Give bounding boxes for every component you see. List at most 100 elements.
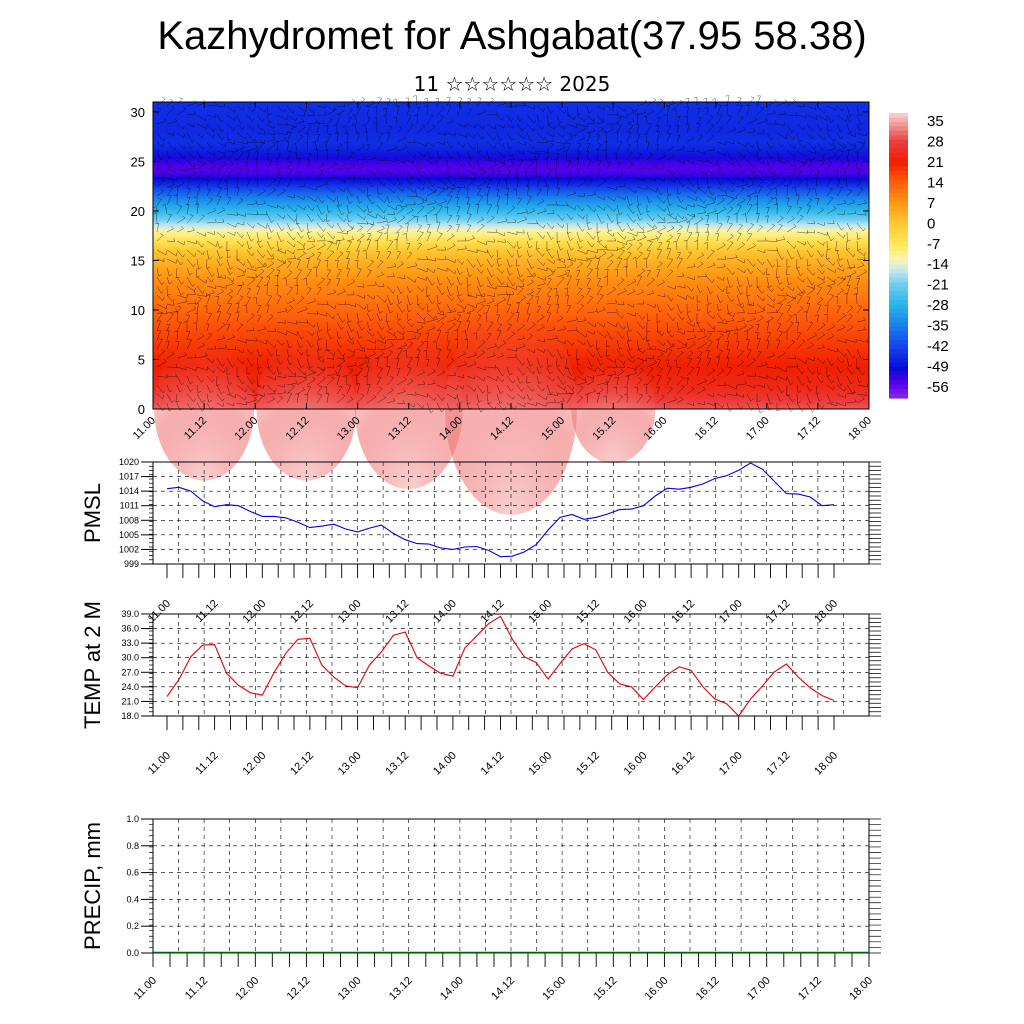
panel-frame: [152, 613, 870, 717]
colorbar-band: [889, 273, 908, 279]
colorbar-band: [889, 335, 908, 341]
y-tick-label: 10: [131, 303, 145, 318]
y-tick-label: 20: [131, 204, 145, 219]
x-tick-label: 13.00: [336, 598, 364, 626]
colorbar-band: [889, 130, 908, 136]
colorbar-band: [889, 113, 908, 119]
x-tick-label: 15.00: [540, 975, 568, 1003]
colorbar-band: [889, 117, 908, 123]
x-ticks: [166, 564, 835, 578]
colorbar-band: [889, 148, 908, 154]
colorbar-band: [889, 380, 908, 386]
y-tick-label: 21.0: [121, 696, 139, 706]
colorbar-label: -28: [927, 297, 949, 314]
y-tick-label: 1011: [120, 501, 139, 511]
wind-barbs: [152, 95, 868, 414]
colorbar-band: [889, 246, 908, 252]
x-tick-label: 12.00: [233, 975, 261, 1003]
x-tick-label: 14.00: [431, 598, 459, 626]
colorbar-band: [889, 188, 908, 194]
colorbar-band: [889, 135, 908, 141]
y-tick-label: 1002: [119, 544, 139, 554]
x-tick-label: 13.12: [387, 975, 415, 1003]
colorbar-band: [889, 393, 908, 399]
x-tick-label: 12.12: [288, 750, 316, 778]
y-tick-label: 33.0: [121, 638, 139, 648]
x-tick-label: 13.12: [383, 598, 411, 626]
series-line: [166, 462, 835, 558]
colorbar-label: 35: [927, 113, 944, 130]
colorbar-band: [889, 170, 908, 176]
colorbar-band: [889, 184, 908, 190]
x-tick-label: 14.12: [489, 975, 517, 1003]
panel-frame: [152, 461, 870, 565]
colorbar-label: -56: [927, 379, 949, 396]
y-tick-label: 39.0: [121, 609, 139, 619]
grid-lines: [153, 614, 869, 716]
colorbar-band: [889, 255, 908, 261]
colorbar-label: 7: [927, 195, 935, 212]
x-tick-label: 17.12: [795, 415, 823, 443]
x-tick-label: 12.12: [288, 598, 316, 626]
colorbar-band: [889, 366, 908, 372]
colorbar-band: [889, 166, 908, 172]
colorbar-label: 0: [927, 215, 935, 232]
colorbar-band: [889, 291, 908, 297]
x-tick-label: 14.12: [479, 750, 507, 778]
y-tick-label: 27.0: [121, 667, 139, 677]
colorbar-label: -7: [927, 236, 940, 253]
x-tick-label: 18.00: [812, 750, 840, 778]
colorbar-band: [889, 237, 908, 243]
x-tick-label: 13.12: [383, 750, 411, 778]
x-tick-label: 17.00: [717, 598, 745, 626]
y-tick-label: 0.4: [126, 894, 139, 904]
x-tick-label: 12.00: [240, 598, 268, 626]
colorbar-band: [889, 202, 908, 208]
colorbar-band: [889, 193, 908, 199]
y-axis-title: TEMP at 2 M: [80, 601, 105, 729]
colorbar-band: [889, 233, 908, 239]
x-tick-label: 11.00: [146, 750, 173, 777]
x-tick-label: 16.00: [622, 598, 650, 626]
colorbar-band: [889, 282, 908, 288]
x-ticks: [166, 716, 835, 730]
x-tick-label: 15.12: [574, 598, 602, 626]
colorbar-band: [889, 224, 908, 230]
temperature-colorbar: 35 28 21 14 7 0 -7 -14 -21 -28 -35 -42 -49 -56: [889, 113, 949, 399]
precip-chart: 1.0 0.8 0.6 0.4 0.2 0.0 11.00 11.12 12.00 12.12 13…: [80, 814, 881, 1003]
y-axis-title: PMSL: [80, 483, 105, 543]
colorbar-band: [889, 228, 908, 234]
page-title: Kazhydromet for Ashgabat(37.95 58.38): [157, 14, 867, 58]
colorbar-band: [889, 349, 908, 355]
colorbar-band: [889, 197, 908, 203]
y-axis-title: PRECIP, mm: [80, 822, 105, 950]
x-tick-label: 17.12: [765, 598, 793, 626]
x-tick-label: 11.00: [131, 415, 158, 442]
y-tick-label: 36.0: [121, 624, 139, 634]
minor-ticks: [149, 613, 881, 717]
y-tick-label: 999: [124, 559, 139, 569]
colorbar-band: [889, 300, 908, 306]
colorbar-band: [889, 313, 908, 319]
colorbar-label: 21: [927, 154, 944, 171]
colorbar-band: [889, 286, 908, 292]
colorbar-band: [889, 206, 908, 212]
y-tick-label: 1005: [119, 530, 139, 540]
colorbar-band: [889, 344, 908, 350]
y-tick-label: 25: [131, 154, 145, 169]
colorbar-band: [889, 308, 908, 314]
colorbar-band: [889, 215, 908, 221]
colorbar-band: [889, 357, 908, 363]
x-ticks: [152, 953, 870, 967]
colorbar-band: [889, 121, 908, 127]
x-tick-label: 14.00: [431, 750, 459, 778]
series-line: [166, 615, 835, 717]
colorbar-band: [889, 175, 908, 181]
colorbar-band: [889, 259, 908, 266]
x-tick-label: 14.00: [438, 975, 466, 1003]
x-tick-label: 12.12: [285, 975, 313, 1003]
y-tick-label: 1014: [119, 486, 139, 496]
colorbar-label: 14: [927, 174, 944, 191]
